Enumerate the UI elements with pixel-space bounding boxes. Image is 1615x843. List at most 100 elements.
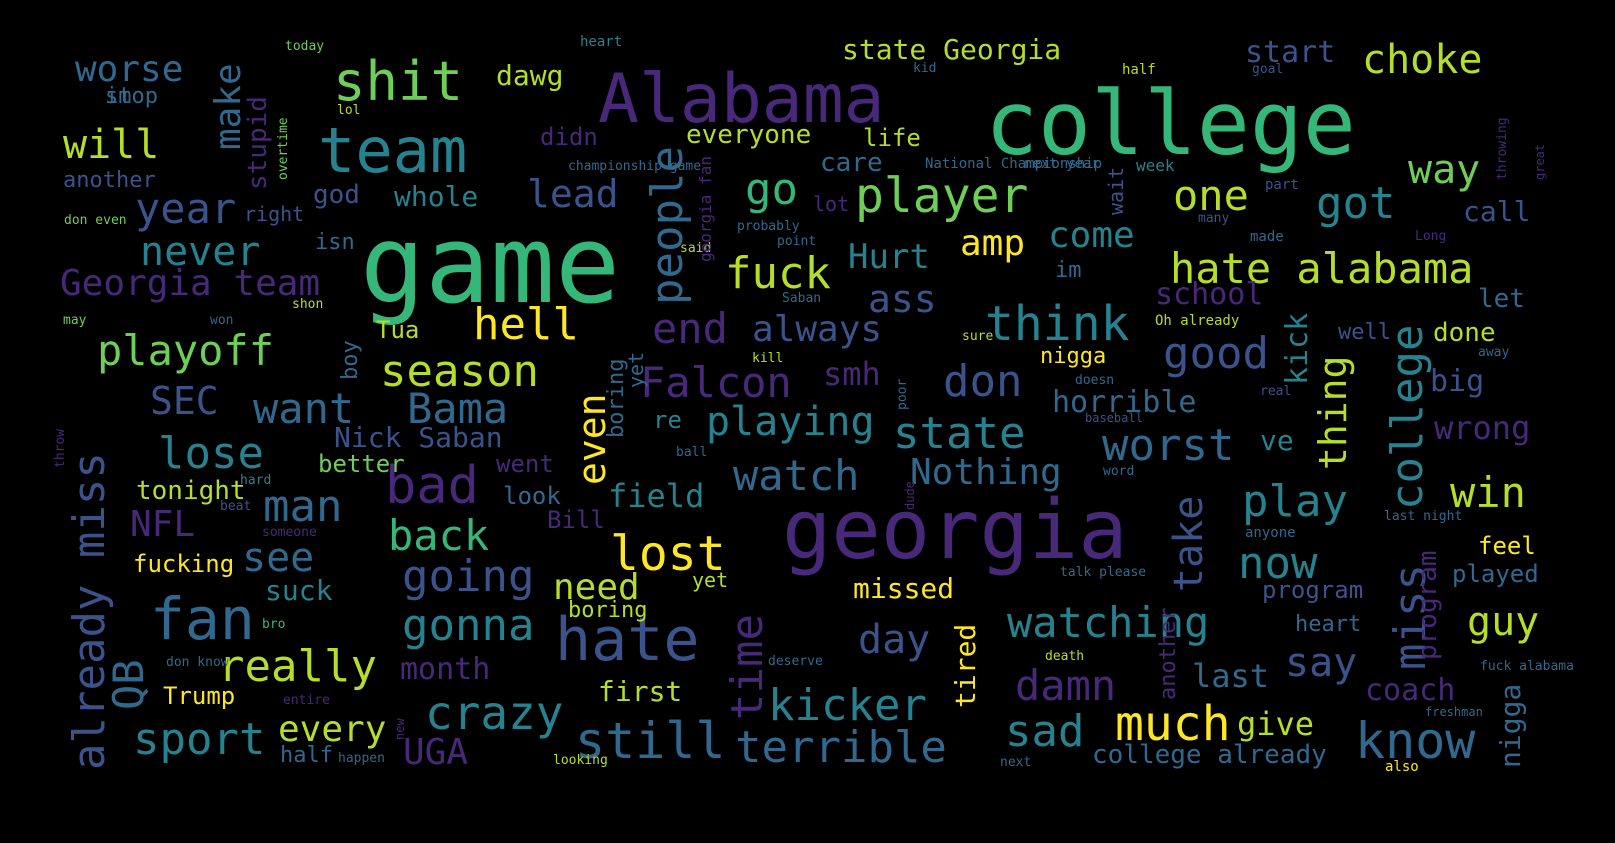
word: well bbox=[1338, 320, 1391, 345]
word: program bbox=[1262, 576, 1364, 604]
word: shit bbox=[333, 50, 464, 113]
word: National Championship bbox=[925, 156, 1103, 172]
word: team bbox=[318, 114, 468, 187]
word: never bbox=[140, 229, 261, 275]
word: fucking bbox=[133, 550, 235, 578]
word: ass bbox=[868, 277, 937, 321]
word: want bbox=[253, 384, 355, 433]
word: right bbox=[244, 202, 305, 226]
word: win bbox=[1450, 468, 1526, 517]
word: throwing bbox=[1494, 117, 1510, 180]
word: won bbox=[210, 313, 234, 328]
word: first bbox=[598, 675, 683, 708]
word: UGA bbox=[403, 732, 469, 773]
word: hate alabama bbox=[1170, 244, 1474, 293]
word: Tua bbox=[376, 316, 420, 344]
word: month bbox=[400, 652, 491, 687]
word: SEC bbox=[150, 379, 219, 423]
word: next bbox=[1000, 755, 1032, 770]
word: hell bbox=[473, 299, 579, 350]
word: word bbox=[1103, 464, 1135, 479]
word: playing bbox=[706, 399, 875, 445]
word: one bbox=[1173, 171, 1249, 220]
word: state Georgia bbox=[842, 33, 1062, 66]
word: Bama bbox=[407, 384, 509, 433]
word: damn bbox=[1015, 661, 1117, 710]
word: will bbox=[63, 122, 160, 168]
word: lost bbox=[610, 526, 726, 582]
word: Hurt bbox=[848, 237, 930, 277]
word: come bbox=[1048, 215, 1135, 256]
word: went bbox=[496, 450, 554, 478]
word: im bbox=[1055, 258, 1082, 283]
word: also bbox=[1385, 759, 1419, 775]
word: kicker bbox=[768, 680, 927, 731]
word: feel bbox=[1478, 532, 1536, 560]
word: nigga bbox=[1040, 344, 1107, 369]
word: crazy bbox=[425, 686, 564, 740]
word: horrible bbox=[1052, 385, 1197, 420]
word: death bbox=[1045, 649, 1085, 664]
word: last night bbox=[1384, 509, 1463, 524]
word: amp bbox=[960, 223, 1026, 264]
word: kid bbox=[913, 61, 937, 76]
word: thing bbox=[1311, 355, 1356, 470]
word: let bbox=[1478, 284, 1525, 314]
word: boy bbox=[337, 340, 363, 380]
word: talk please bbox=[1060, 565, 1147, 580]
word: tired bbox=[949, 623, 983, 708]
word: Alabama bbox=[598, 60, 885, 139]
word: sure bbox=[962, 329, 994, 344]
word: re bbox=[653, 406, 682, 434]
word: need bbox=[553, 567, 640, 608]
word: guy bbox=[1467, 599, 1540, 645]
word: overtime bbox=[275, 117, 291, 180]
word: bad bbox=[385, 456, 479, 516]
word: lose bbox=[158, 428, 264, 479]
word: still bbox=[575, 712, 726, 770]
word: Saban bbox=[782, 291, 822, 306]
word: whole bbox=[394, 180, 479, 213]
word: way bbox=[1408, 147, 1481, 193]
word: better bbox=[318, 450, 405, 478]
word: beat bbox=[220, 499, 252, 514]
word: boring bbox=[568, 598, 648, 623]
word: life bbox=[863, 124, 921, 152]
word: college bbox=[1381, 324, 1433, 510]
word: choke bbox=[1362, 37, 1483, 83]
word: real bbox=[1260, 384, 1292, 399]
word: big bbox=[1430, 364, 1485, 399]
word: good bbox=[1163, 328, 1269, 379]
word: god bbox=[313, 180, 360, 210]
word: game bbox=[360, 203, 621, 328]
word: made bbox=[1250, 229, 1284, 245]
word: smh bbox=[823, 355, 881, 393]
word: happen bbox=[338, 751, 385, 766]
word: kill bbox=[752, 351, 784, 366]
word: year bbox=[135, 184, 237, 233]
word: im bbox=[105, 84, 132, 109]
word: georgia bbox=[782, 483, 1128, 578]
word: player bbox=[855, 168, 1029, 224]
word: doesn bbox=[1075, 373, 1115, 388]
word: season bbox=[380, 346, 539, 397]
word: looking bbox=[553, 753, 608, 768]
word: Nothing bbox=[910, 452, 1062, 493]
word: hard bbox=[240, 473, 272, 488]
word: going bbox=[402, 551, 535, 602]
word: Trump bbox=[163, 682, 236, 710]
word: yet bbox=[624, 351, 648, 388]
word: georgia fan bbox=[696, 156, 716, 262]
word: NFL bbox=[130, 504, 196, 545]
word: away bbox=[1478, 345, 1510, 360]
word: make bbox=[208, 63, 250, 150]
word: look bbox=[503, 482, 561, 510]
word: week bbox=[1136, 156, 1175, 175]
word: Long bbox=[1415, 229, 1447, 244]
word: man bbox=[263, 481, 343, 532]
word: done bbox=[1433, 318, 1496, 348]
word: poor bbox=[894, 378, 910, 410]
word: next year bbox=[1024, 156, 1100, 172]
word: call bbox=[1463, 195, 1531, 228]
word: state bbox=[893, 408, 1026, 459]
